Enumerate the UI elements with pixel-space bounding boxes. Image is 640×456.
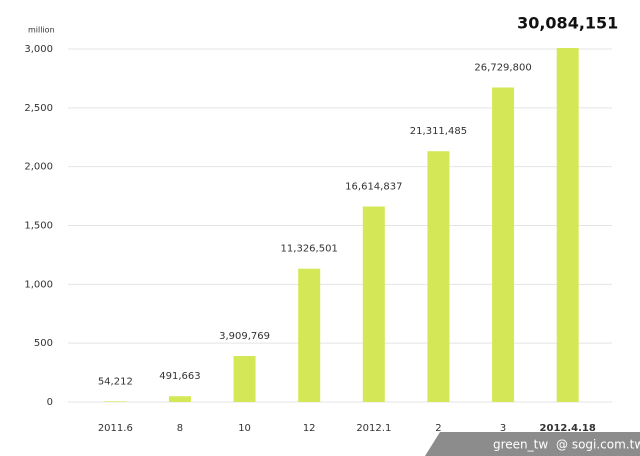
bar	[492, 87, 515, 402]
bar	[298, 268, 321, 402]
value-label: 11,326,501	[281, 244, 338, 255]
value-label: 26,729,800	[474, 62, 531, 73]
y-tick-label: 2,000	[24, 162, 53, 173]
watermark-site: @ sogi.com.tw	[556, 438, 640, 452]
bar	[556, 48, 579, 402]
bar	[104, 401, 127, 402]
y-tick-label: 2,500	[24, 103, 53, 114]
watermark-ribbon	[425, 432, 640, 456]
value-label: 3,909,769	[219, 331, 270, 342]
x-tick-label: 2011.6	[98, 423, 133, 434]
bar	[427, 151, 450, 402]
value-label: 30,084,151	[517, 14, 618, 33]
y-tick-label: 3,000	[24, 44, 53, 55]
value-label: 54,212	[98, 376, 133, 387]
y-tick-label: 1,500	[24, 221, 53, 232]
x-tick-label: 8	[177, 423, 183, 434]
y-tick-label: 1,000	[24, 279, 53, 290]
bar	[233, 355, 256, 402]
x-tick-label: 3	[500, 423, 506, 434]
y-tick-label: 0	[47, 397, 53, 408]
x-tick-label: 2012.4.18	[540, 423, 596, 434]
bar	[362, 206, 385, 402]
x-tick-label: 10	[238, 423, 251, 434]
y-axis-label: million	[28, 26, 55, 35]
y-tick-label: 500	[34, 338, 53, 349]
x-tick-label: 12	[303, 423, 316, 434]
value-label: 21,311,485	[410, 126, 467, 137]
watermark-user: green_tw	[493, 438, 548, 452]
x-tick-label: 2	[435, 423, 441, 434]
x-tick-label: 2012.1	[356, 423, 391, 434]
value-label: 16,614,837	[345, 181, 402, 192]
value-label: 491,663	[159, 371, 200, 382]
bar	[168, 396, 191, 402]
